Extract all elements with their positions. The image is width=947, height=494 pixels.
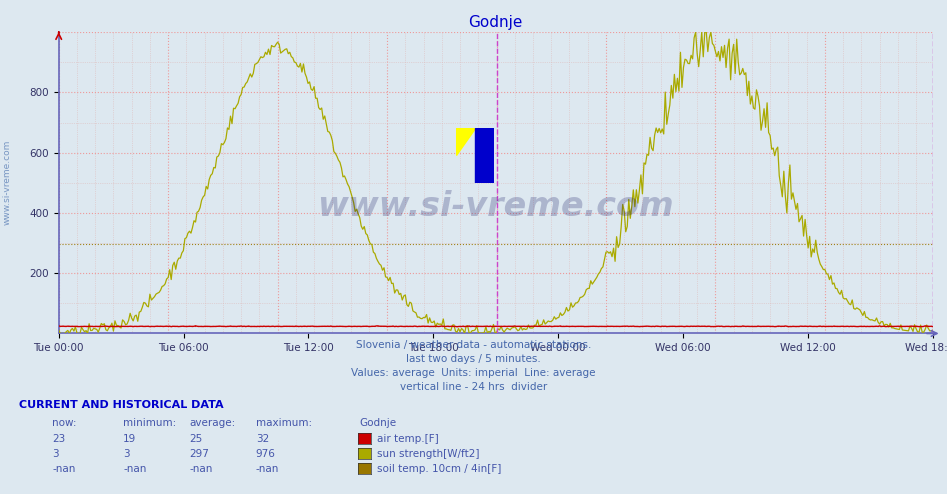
Text: 32: 32 xyxy=(256,434,269,444)
Text: vertical line - 24 hrs  divider: vertical line - 24 hrs divider xyxy=(400,382,547,392)
Text: soil temp. 10cm / 4in[F]: soil temp. 10cm / 4in[F] xyxy=(377,464,501,474)
Text: -nan: -nan xyxy=(52,464,76,474)
Text: 3: 3 xyxy=(52,449,59,459)
Text: sun strength[W/ft2]: sun strength[W/ft2] xyxy=(377,449,479,459)
Text: -nan: -nan xyxy=(256,464,279,474)
Text: CURRENT AND HISTORICAL DATA: CURRENT AND HISTORICAL DATA xyxy=(19,400,223,410)
Text: -nan: -nan xyxy=(189,464,213,474)
Text: last two days / 5 minutes.: last two days / 5 minutes. xyxy=(406,354,541,364)
Text: 976: 976 xyxy=(256,449,276,459)
Title: Godnje: Godnje xyxy=(469,14,523,30)
Text: minimum:: minimum: xyxy=(123,418,176,428)
Text: www.si-vreme.com: www.si-vreme.com xyxy=(3,140,12,225)
Text: -nan: -nan xyxy=(123,464,147,474)
Text: air temp.[F]: air temp.[F] xyxy=(377,434,438,444)
Text: 3: 3 xyxy=(123,449,130,459)
Text: 297: 297 xyxy=(189,449,209,459)
Text: 23: 23 xyxy=(52,434,65,444)
Polygon shape xyxy=(456,128,475,156)
Text: now:: now: xyxy=(52,418,77,428)
Text: www.si-vreme.com: www.si-vreme.com xyxy=(317,190,674,223)
Text: average:: average: xyxy=(189,418,236,428)
Polygon shape xyxy=(475,128,494,183)
Text: 19: 19 xyxy=(123,434,136,444)
Text: Godnje: Godnje xyxy=(360,418,397,428)
Text: Slovenia / weather data - automatic stations.: Slovenia / weather data - automatic stat… xyxy=(356,340,591,350)
Text: Values: average  Units: imperial  Line: average: Values: average Units: imperial Line: av… xyxy=(351,368,596,378)
Text: maximum:: maximum: xyxy=(256,418,312,428)
Text: 25: 25 xyxy=(189,434,203,444)
